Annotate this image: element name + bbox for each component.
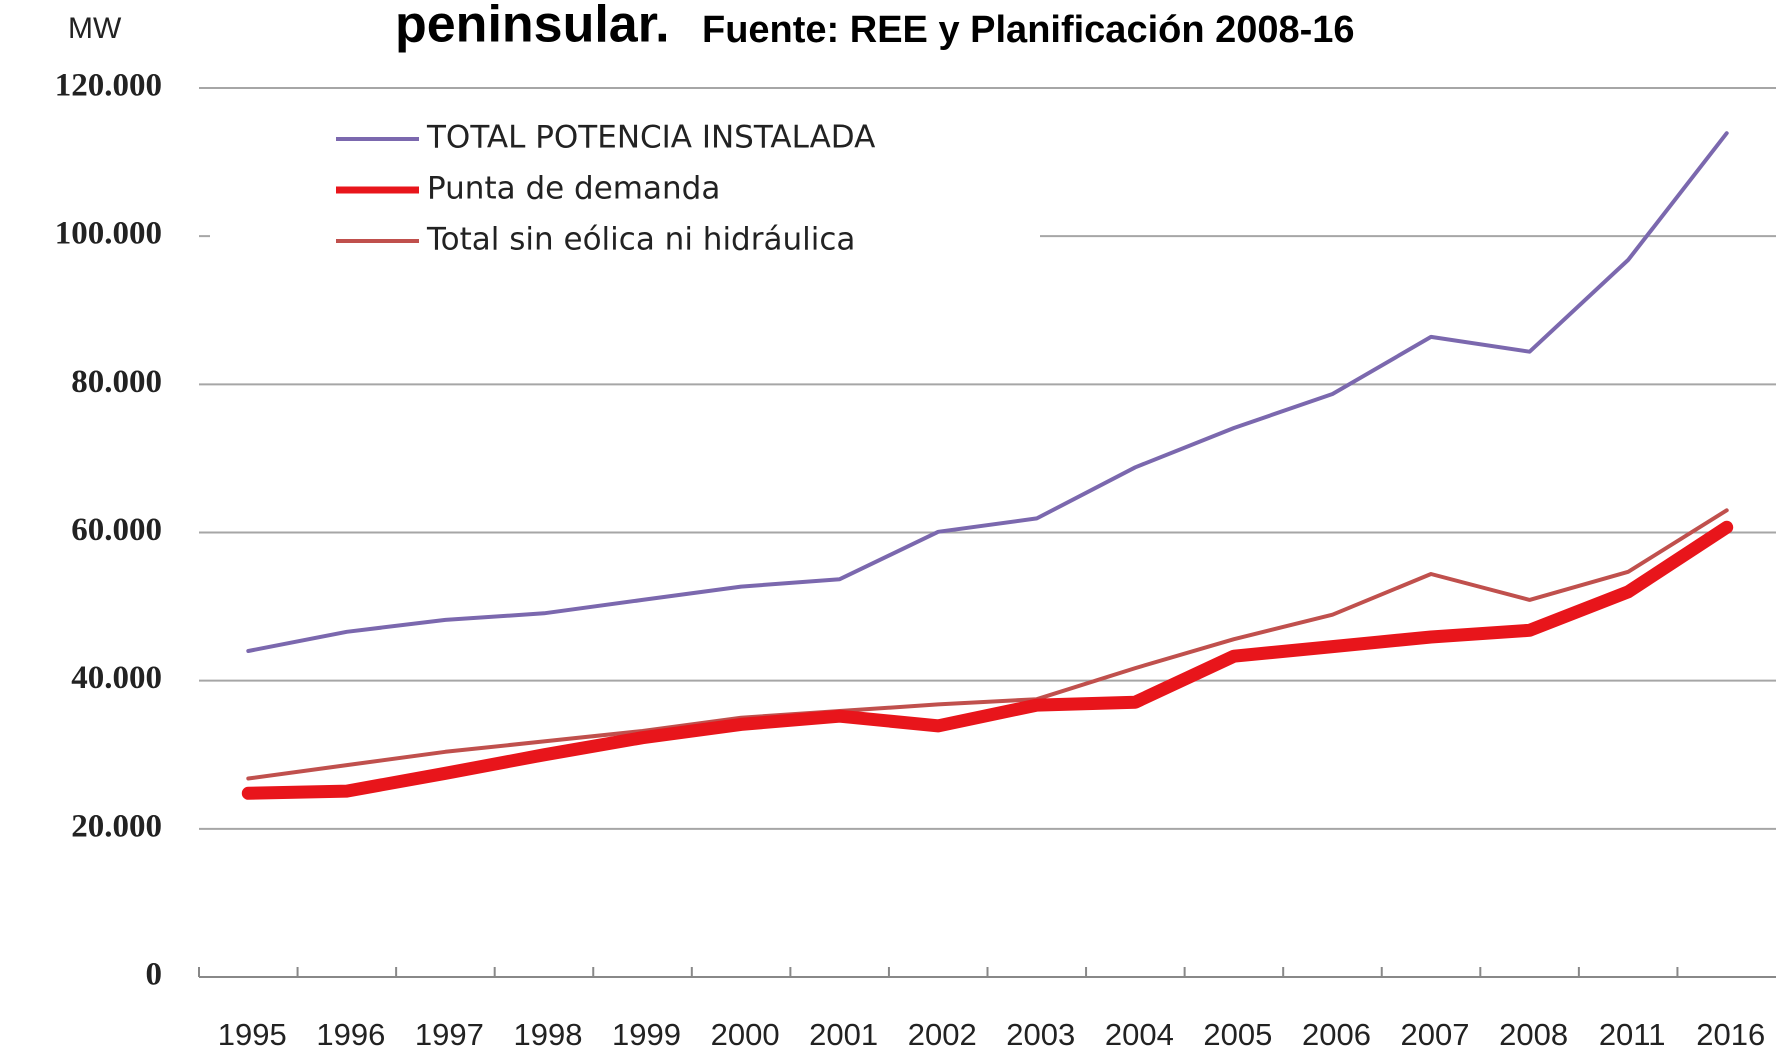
y-tick-label: 0 [146,957,163,993]
legend-label: Punta de demanda [427,171,720,207]
x-tick-label: 2008 [1499,1017,1568,1052]
y-axis-label: MW [68,12,122,45]
x-tick-label: 1999 [612,1017,681,1052]
y-tick-label: 60.000 [71,512,162,548]
x-tick-label: 2006 [1302,1017,1371,1052]
x-tick-label: 2004 [1105,1017,1174,1052]
legend-label: TOTAL POTENCIA INSTALADA [426,120,875,156]
x-tick-label: 2005 [1203,1017,1272,1052]
y-tick-label: 120.000 [55,68,162,104]
y-tick-label: 40.000 [71,660,162,696]
x-tick-label: 2001 [809,1017,878,1052]
x-tick-label: 2011 [1599,1017,1666,1052]
chart-subtitle: Fuente: REE y Planificación 2008-16 [702,9,1355,51]
legend-label: Total sin eólica ni hidráulica [426,222,855,258]
x-tick-label: 2000 [711,1017,780,1052]
x-tick-label: 1997 [415,1017,484,1052]
x-tick-label: 2007 [1401,1017,1470,1052]
series-line [246,508,1729,781]
series-line [241,520,1734,800]
chart-title: peninsular. [395,0,670,54]
y-tick-label: 100.000 [55,216,162,252]
x-tick-label: 2003 [1006,1017,1075,1052]
y-tick-label: 80.000 [71,364,162,400]
x-tick-label: 2016 [1696,1017,1765,1052]
y-tick-label: 20.000 [71,808,162,844]
x-tick-label: 1996 [316,1017,385,1052]
series-line [246,131,1729,653]
x-tick-label: 1995 [218,1017,287,1052]
x-tick-label: 2002 [908,1017,977,1052]
x-tick-label: 1998 [513,1017,582,1052]
